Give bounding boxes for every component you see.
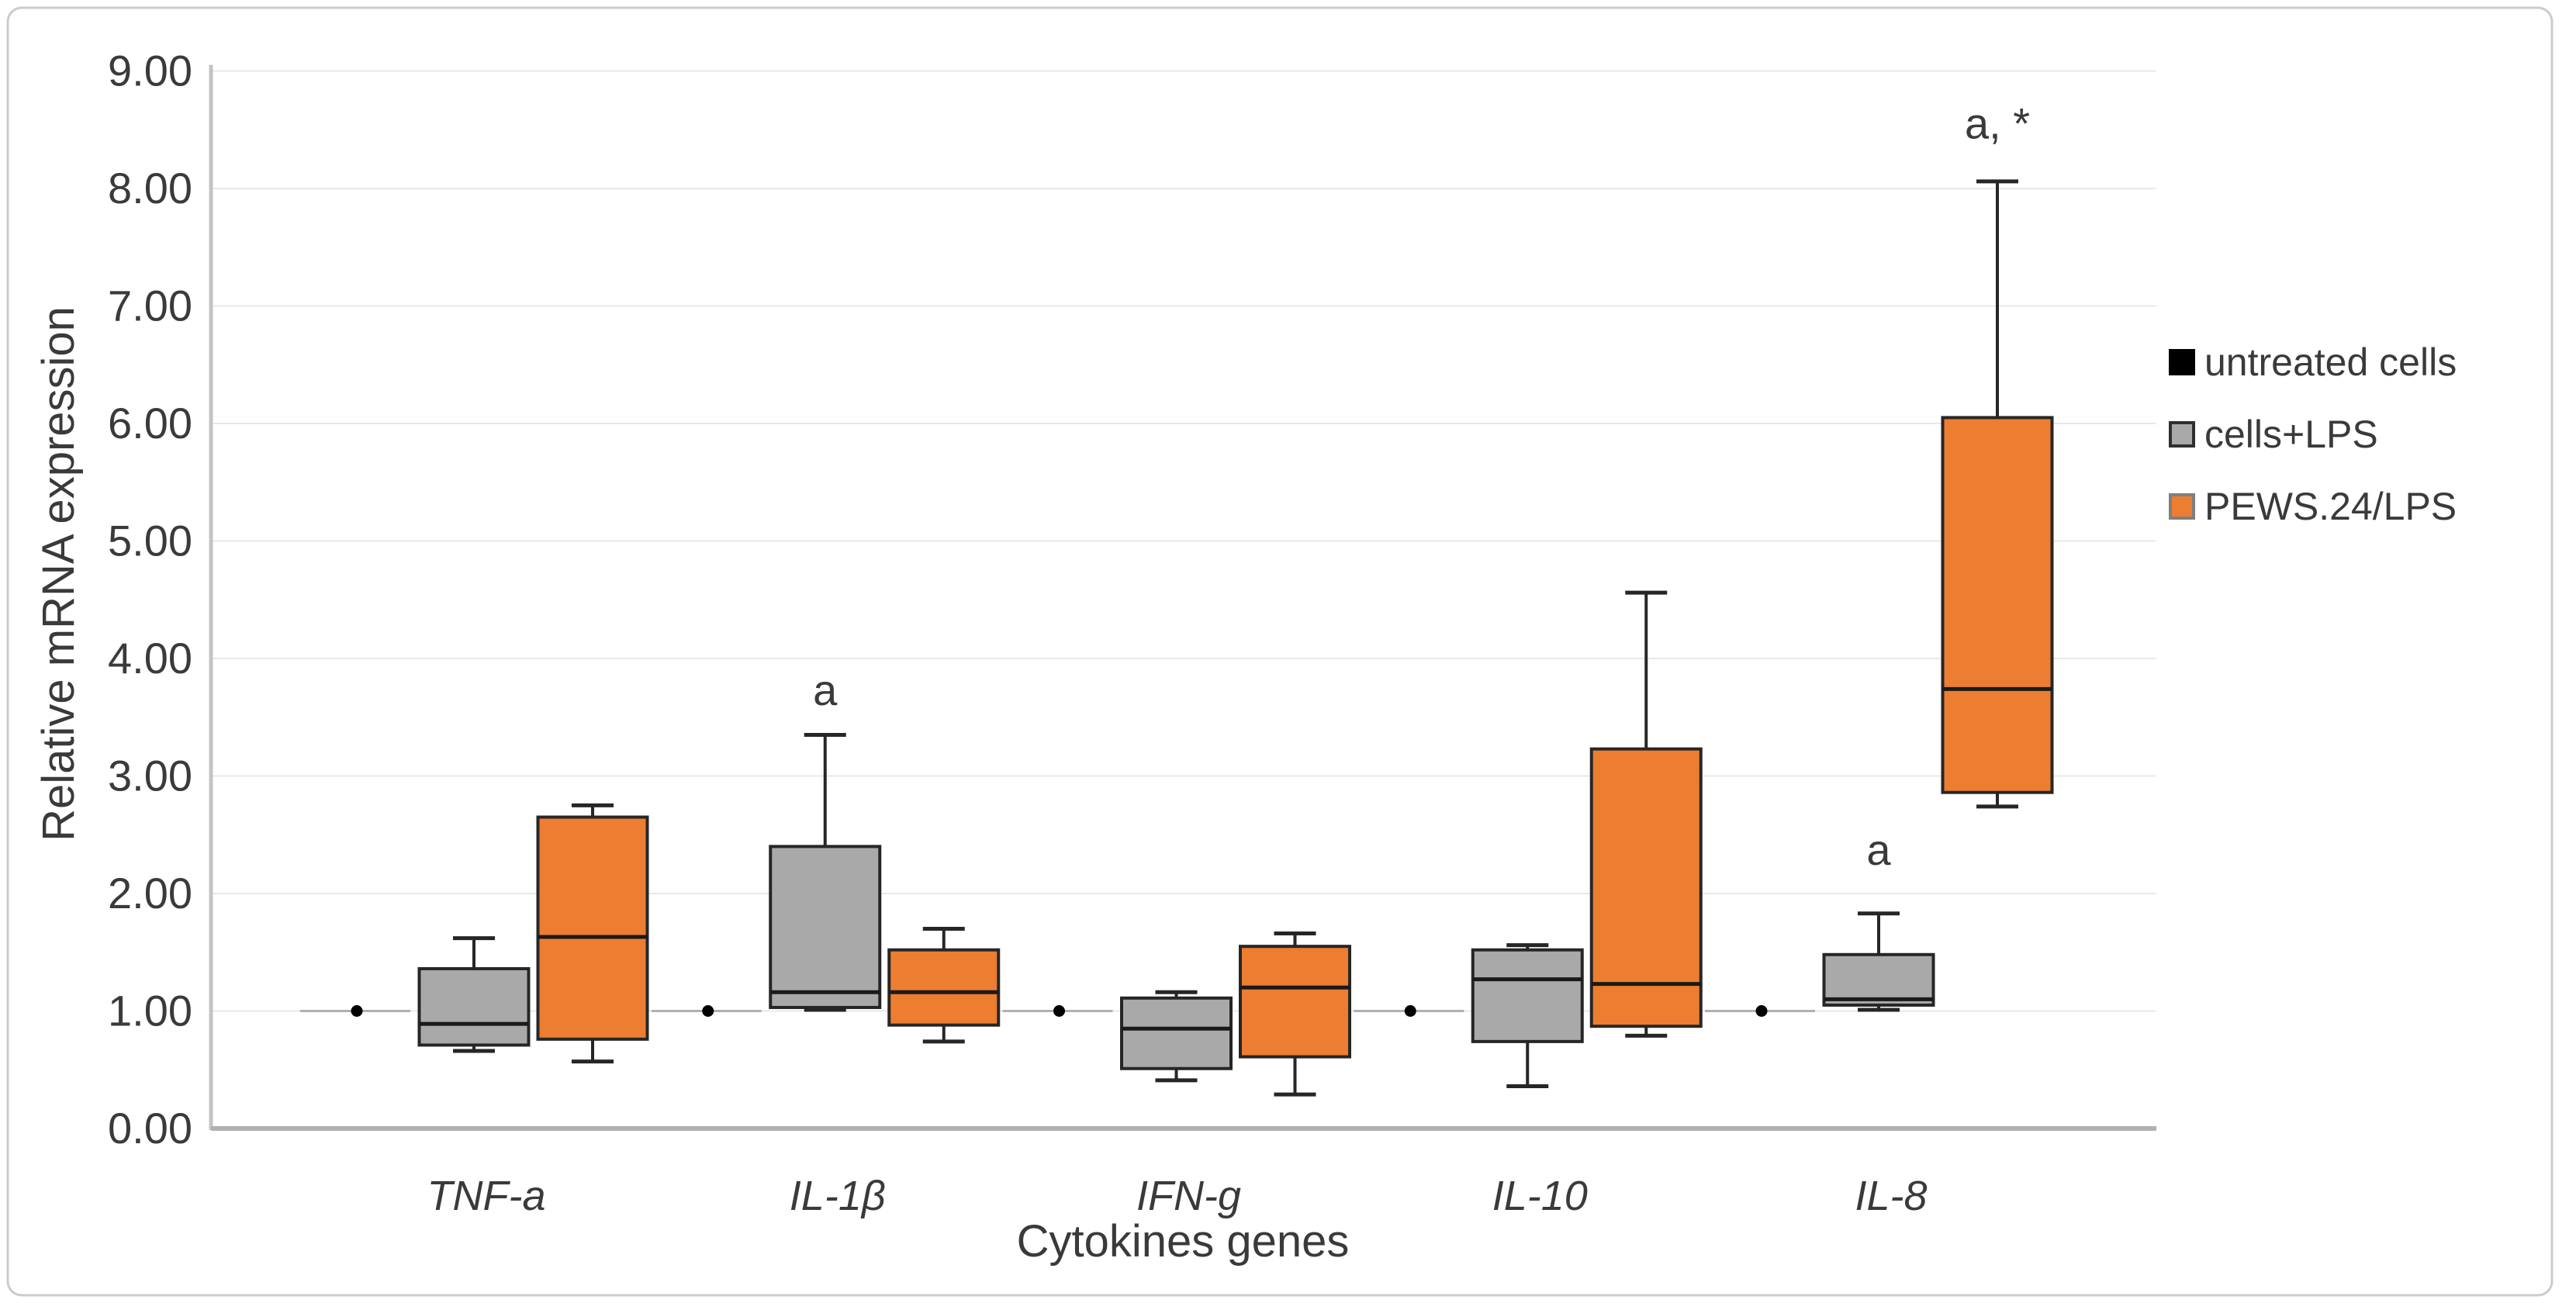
significance-label: a, * — [1965, 99, 2030, 148]
legend-marker — [2169, 421, 2195, 448]
series-layer — [300, 179, 2054, 1097]
box-body — [769, 845, 882, 1009]
box-PEWS.24/LPS-IL-1β — [887, 926, 1001, 1044]
box-cells+LPS-IL-10 — [1471, 943, 1584, 1088]
untreated-marker-IFN-g — [1002, 1005, 1113, 1017]
untreated-marker-TNF-a — [300, 1005, 410, 1017]
annotations-layer: a a a, * — [813, 99, 2030, 874]
box-body — [417, 966, 531, 1047]
box-body — [1822, 952, 1935, 1007]
box-body — [1239, 945, 1351, 1059]
x-tick-label: IL-8 — [1855, 1173, 1927, 1219]
box-cells+LPS-IL-1β — [769, 732, 882, 1012]
axes-layer — [209, 64, 2156, 1131]
box-body — [1120, 996, 1233, 1070]
figure-frame — [6, 6, 2554, 1297]
y-tick-label: 3.00 — [108, 752, 192, 800]
x-axis-title: Cytokines genes — [1017, 1216, 1350, 1267]
legend-label: PEWS.24/LPS — [2204, 485, 2457, 528]
gridlines-layer — [211, 70, 2156, 1012]
untreated-marker-IL-10 — [1354, 1005, 1464, 1017]
tick-labels-layer: 0.00 1.00 2.00 3.00 4.00 5.00 6.00 7.00 8.00 9.00… — [108, 47, 1928, 1220]
y-tick-label: 6.00 — [108, 399, 192, 448]
box-body — [1941, 416, 2054, 794]
y-axis-title: Relative mRNA expression — [33, 306, 84, 842]
box-body — [887, 948, 1001, 1027]
legend-item: PEWS.24/LPS — [2169, 485, 2457, 528]
y-tick-label: 8.00 — [108, 164, 192, 213]
box-PEWS.24/LPS-IFN-g — [1239, 931, 1351, 1097]
box-body — [1471, 948, 1584, 1043]
y-tick-label: 9.00 — [108, 47, 192, 95]
untreated-dot — [351, 1005, 363, 1017]
untreated-marker-IL-8 — [1705, 1005, 1815, 1017]
y-tick-label: 5.00 — [108, 517, 192, 565]
legend: untreated cells cells+LPS PEWS.24/LPS — [2169, 340, 2457, 528]
y-tick-label: 1.00 — [108, 987, 192, 1035]
untreated-dot — [1404, 1005, 1416, 1017]
box-cells+LPS-IFN-g — [1120, 990, 1233, 1083]
legend-marker — [2169, 493, 2195, 520]
legend-label: cells+LPS — [2204, 413, 2378, 456]
y-tick-label: 7.00 — [108, 282, 192, 330]
legend-item: cells+LPS — [2169, 413, 2378, 456]
untreated-marker-IL-1β — [651, 1005, 762, 1017]
y-tick-label: 2.00 — [108, 869, 192, 918]
significance-label: a — [813, 665, 838, 714]
legend-marker — [2169, 349, 2195, 375]
box-body — [1589, 747, 1703, 1028]
box-cells+LPS-IL-8 — [1822, 911, 1935, 1012]
legend-item: untreated cells — [2169, 340, 2457, 384]
box-body — [536, 815, 649, 1041]
box-PEWS.24/LPS-TNF-a — [536, 803, 649, 1064]
box-PEWS.24/LPS-IL-8 — [1941, 179, 2054, 809]
x-tick-label: IL-10 — [1492, 1173, 1588, 1219]
significance-label: a — [1866, 825, 1891, 874]
legend-label: untreated cells — [2204, 340, 2457, 384]
untreated-dot — [1755, 1005, 1768, 1017]
untreated-dot — [702, 1005, 714, 1017]
x-tick-label: TNF-a — [427, 1173, 546, 1219]
y-tick-label: 4.00 — [108, 634, 192, 683]
box-cells+LPS-TNF-a — [417, 936, 531, 1053]
untreated-dot — [1053, 1005, 1065, 1017]
box-PEWS.24/LPS-IL-10 — [1589, 590, 1703, 1038]
y-tick-label: 0.00 — [108, 1104, 192, 1153]
x-tick-label: IL-1β — [790, 1173, 886, 1219]
x-tick-label: IFN-g — [1136, 1173, 1241, 1219]
